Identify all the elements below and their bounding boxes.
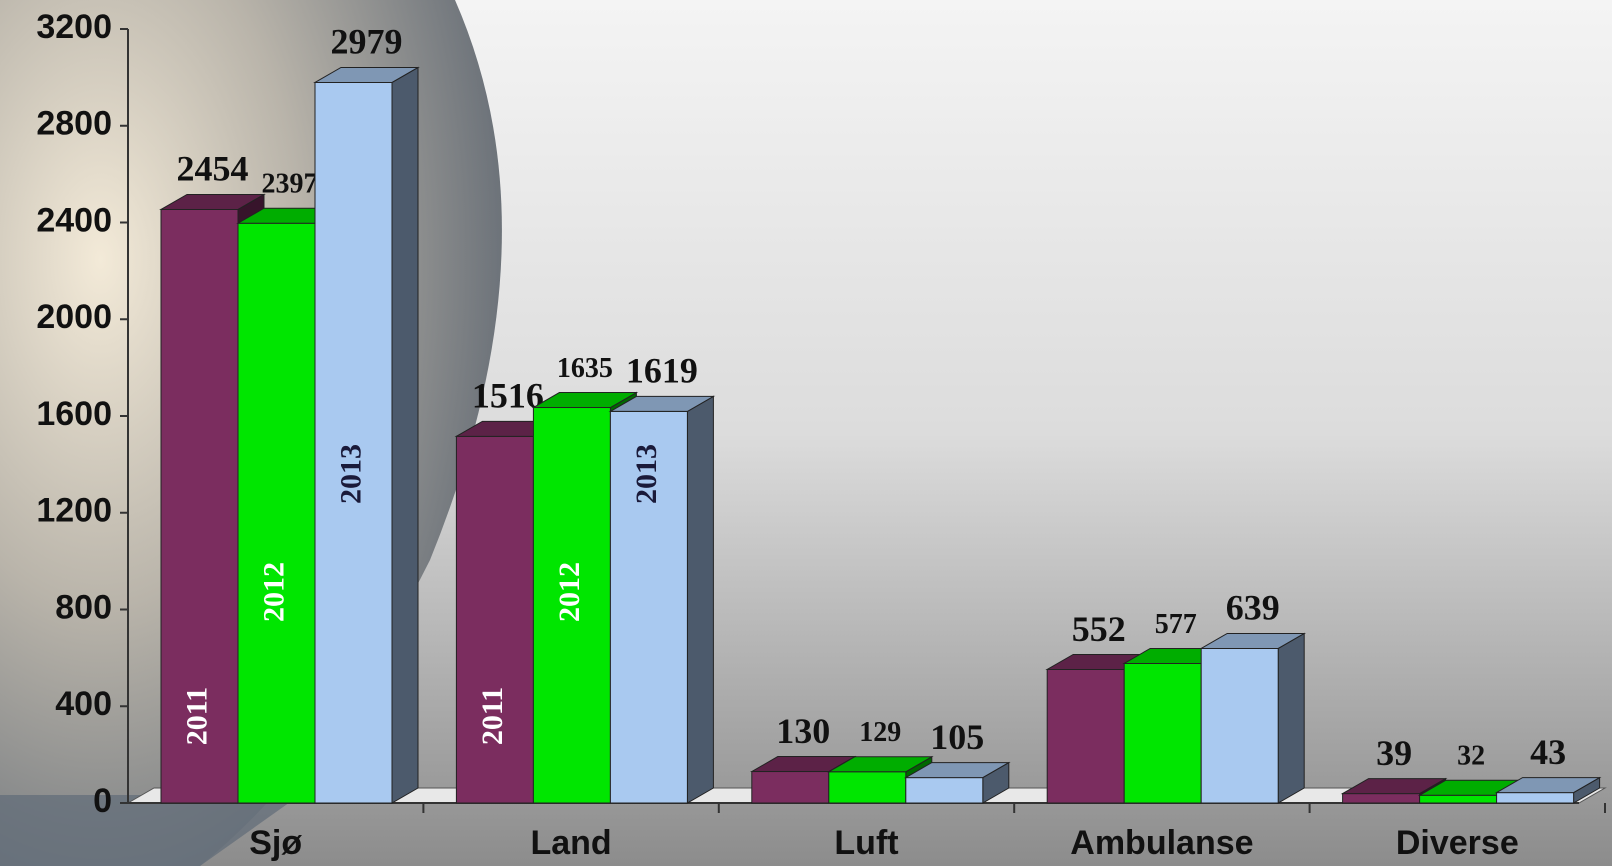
x-tick-label: Sjø [249,824,302,862]
bar [1496,792,1575,804]
y-tick-label: 1200 [36,492,112,530]
y-tick-label: 2000 [36,298,112,336]
value-label: 2454 [177,149,249,189]
bar [160,208,239,804]
bar-top [1199,632,1307,649]
value-label: 1635 [557,353,613,384]
bar-series-label: 2012 [553,562,586,622]
value-label: 105 [930,717,984,757]
bar-top [313,66,420,83]
bar [1419,794,1498,804]
bar [609,410,688,804]
bar [237,222,316,804]
value-label: 130 [776,711,830,751]
bar [905,777,984,804]
bar-top [1494,777,1602,794]
bar [751,771,830,804]
bar-series-label: 2012 [257,562,290,622]
y-tick-label: 2800 [36,105,112,143]
bar-side [391,66,419,804]
bar-top [608,395,716,412]
x-tick-label: Luft [834,824,898,862]
bar-top [1340,778,1448,795]
x-tick-label: Land [530,824,611,862]
bar-top [903,762,1011,779]
bar [828,771,907,804]
value-label: 43 [1530,732,1566,772]
value-label: 1516 [472,376,544,416]
bar-series-label: 2013 [334,444,367,504]
x-tick-label: Ambulanse [1070,824,1253,862]
bar-side [686,395,714,804]
x-tick-label: Diverse [1396,824,1519,862]
value-label: 2979 [331,22,403,62]
bar-series-label: 2011 [180,687,213,745]
bar [314,81,393,804]
y-tick-label: 2400 [36,201,112,239]
bar [1123,662,1202,804]
bar-series-label: 2013 [630,444,663,504]
bar [532,407,611,804]
value-label: 552 [1072,609,1126,649]
y-tick-label: 1600 [36,395,112,433]
value-label: 129 [859,717,901,748]
bar [1200,647,1279,804]
value-label: 1619 [626,351,698,391]
y-tick-label: 3200 [36,8,112,46]
bar-top [159,193,266,210]
bar-series-label: 2011 [476,687,509,745]
value-label: 639 [1226,588,1280,628]
value-label: 32 [1457,741,1485,772]
sea [0,795,300,866]
bar-top [531,392,639,409]
value-label: 39 [1376,733,1412,773]
y-tick-label: 400 [55,685,112,723]
bar-top [826,756,934,773]
bar [1342,793,1421,804]
value-label: 577 [1155,609,1197,640]
y-tick-label: 0 [93,782,112,820]
bar-side [1277,632,1305,804]
value-label: 2397 [262,169,318,200]
bar [455,435,534,804]
bar [1046,668,1125,804]
y-tick-label: 800 [55,588,112,626]
